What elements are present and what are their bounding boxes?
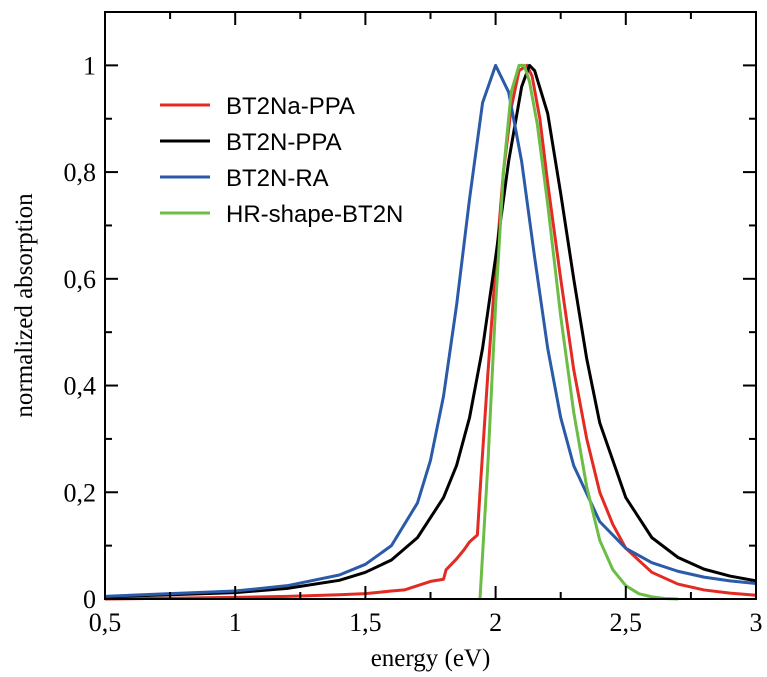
legend: BT2Na-PPA BT2N-PPA BT2N-RA HR-shape-BT2N (160, 93, 403, 228)
x-tick-label: 1 (229, 608, 242, 637)
y-tick-label: 0,2 (64, 478, 97, 507)
y-tick-label: 0,8 (64, 158, 97, 187)
legend-label: HR-shape-BT2N (226, 201, 403, 228)
series-line-hr-shape-bt2n (478, 63, 678, 601)
series-line-bt2n-ra (104, 63, 757, 598)
x-tick-label: 1,5 (349, 608, 382, 637)
y-tick-label: 0,4 (64, 372, 97, 401)
y-axis-title: normalized absorption (11, 193, 38, 418)
y-tick-label: 0,6 (64, 265, 97, 294)
x-axis-title: energy (eV) (371, 645, 491, 672)
x-tick-label: 2,5 (610, 608, 643, 637)
y-tick-label: 1 (83, 51, 96, 80)
y-tick-label: 0 (83, 585, 96, 614)
x-tick-label: 2 (489, 608, 502, 637)
legend-label: BT2Na-PPA (226, 93, 355, 120)
legend-label: BT2N-PPA (226, 129, 342, 156)
series-layer (104, 63, 757, 601)
series-line-bt2n-ppa (104, 63, 757, 599)
plot-frame (104, 11, 757, 600)
x-tick-label: 0,5 (89, 608, 122, 637)
ticks-layer: 0,5 1 1,5 2 2,5 3 0 0,2 0,4 0,6 0,8 1 (64, 11, 763, 637)
x-tick-label: 3 (750, 608, 763, 637)
legend-label: BT2N-RA (226, 165, 329, 192)
